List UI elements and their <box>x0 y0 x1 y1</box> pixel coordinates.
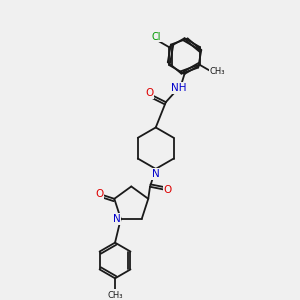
Text: CH₃: CH₃ <box>210 67 225 76</box>
Text: N: N <box>152 169 160 179</box>
Text: N: N <box>112 214 120 224</box>
Text: O: O <box>164 185 172 195</box>
Text: NH: NH <box>171 83 187 93</box>
Text: CH₃: CH₃ <box>107 291 123 300</box>
Text: O: O <box>95 189 103 199</box>
Text: Cl: Cl <box>152 32 161 41</box>
Text: O: O <box>145 88 153 98</box>
